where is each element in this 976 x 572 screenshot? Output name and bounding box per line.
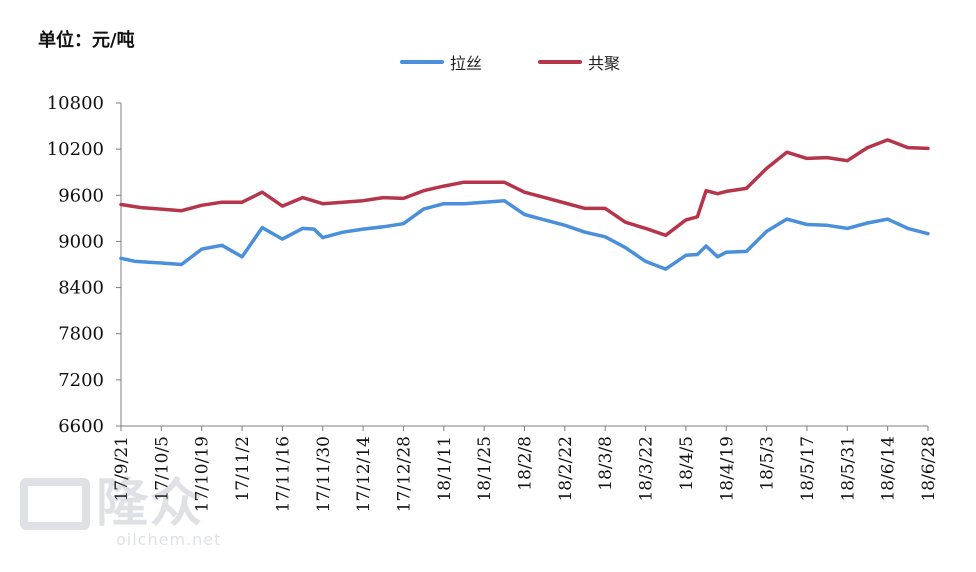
x-tick-label: 17/10/5: [152, 436, 172, 502]
x-tick-label: 17/12/28: [394, 436, 414, 512]
x-tick-label: 17/11/16: [273, 436, 293, 512]
x-tick-label: 18/4/19: [717, 436, 737, 502]
x-tick-label: 18/3/22: [637, 436, 657, 502]
x-tick-label: 18/5/3: [758, 436, 778, 491]
x-tick-label: 18/5/17: [798, 436, 818, 502]
x-tick-label: 17/12/14: [354, 436, 374, 512]
series-line-lasi: [119, 198, 930, 271]
x-tick-label: 18/2/8: [516, 436, 536, 491]
y-tick-label: 10800: [47, 93, 104, 114]
x-tick-label: 18/5/31: [838, 436, 858, 502]
x-tick-label: 17/9/21: [112, 436, 132, 502]
x-tick-label: 17/10/19: [193, 436, 213, 512]
y-tick-label: 6600: [58, 416, 104, 437]
legend-label-lasi: 拉丝: [450, 54, 483, 73]
x-tick-label: 18/1/11: [435, 436, 455, 502]
series-line-gongju: [119, 138, 930, 238]
legend-item-lasi: 拉丝: [400, 50, 482, 74]
x-tick-label: 17/11/2: [233, 436, 253, 502]
y-tick-label: 7800: [58, 324, 104, 345]
y-tick-label: 9600: [58, 185, 104, 206]
x-tick-label: 18/1/25: [475, 436, 495, 502]
unit-label: 单位：元/吨: [38, 30, 135, 51]
legend-item-gongju: 共聚: [538, 50, 620, 74]
x-tick-label: 18/2/22: [556, 436, 576, 502]
x-tick-label: 18/6/14: [879, 436, 899, 502]
legend-swatch-gongju: [538, 60, 583, 64]
legend-swatch-lasi: [400, 60, 444, 64]
y-tick-label: 7200: [58, 370, 104, 391]
legend-label-gongju: 共聚: [588, 54, 621, 73]
x-tick-label: 18/6/28: [919, 436, 939, 502]
legend: 拉丝 共聚: [400, 50, 676, 74]
y-tick-label: 10200: [47, 139, 104, 160]
x-tick-label: 17/11/30: [314, 436, 334, 512]
y-tick-label: 9000: [58, 231, 104, 252]
x-tick-label: 18/3/8: [596, 436, 616, 491]
y-tick-label: 8400: [58, 278, 104, 299]
x-tick-label: 18/4/5: [677, 436, 697, 491]
